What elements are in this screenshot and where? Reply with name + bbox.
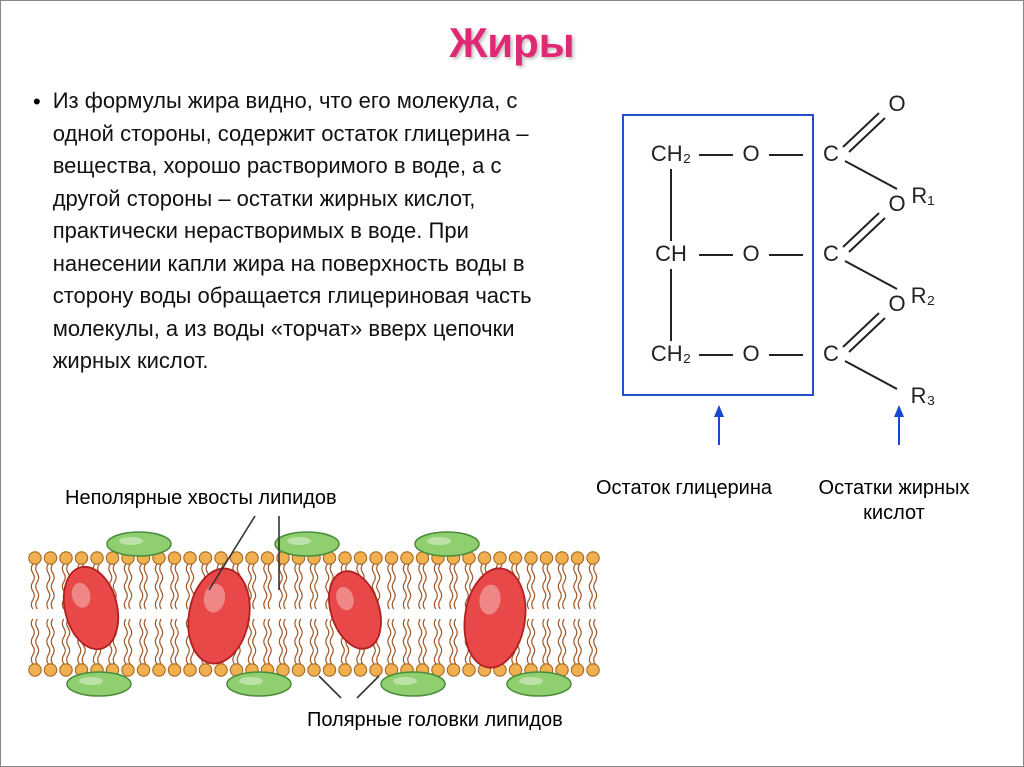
body-paragraph: Из формулы жира видно, что его молекула,… [53,85,561,378]
svg-text:O: O [742,341,759,366]
svg-text:CH₂: CH₂ [651,341,691,366]
svg-text:O: O [888,91,905,116]
lipid-bilayer-diagram [19,512,609,702]
svg-text:O: O [742,141,759,166]
membrane-label-tails: Неполярные хвосты липидов [65,487,609,510]
svg-text:C: C [823,341,839,366]
svg-text:CH: CH [655,241,687,266]
svg-text:C: C [823,241,839,266]
callout-fatty-acids: Остатки жирных кислот [789,476,999,526]
callout-glycerol: Остаток глицерина [579,476,789,526]
svg-text:R₃: R₃ [911,383,936,408]
membrane-label-heads: Полярные головки липидов [307,709,609,732]
bullet-marker: • [25,85,53,118]
page-title: Жиры [1,1,1023,67]
svg-text:O: O [888,291,905,316]
svg-text:R₂: R₂ [911,283,935,308]
svg-text:R₁: R₁ [911,183,934,208]
svg-text:CH₂: CH₂ [651,141,691,166]
svg-text:O: O [888,191,905,216]
svg-text:C: C [823,141,839,166]
triglyceride-formula: CH₂OCOR₁CHOCOR₂CH₂OCOR₃ [579,85,999,465]
svg-text:O: O [742,241,759,266]
